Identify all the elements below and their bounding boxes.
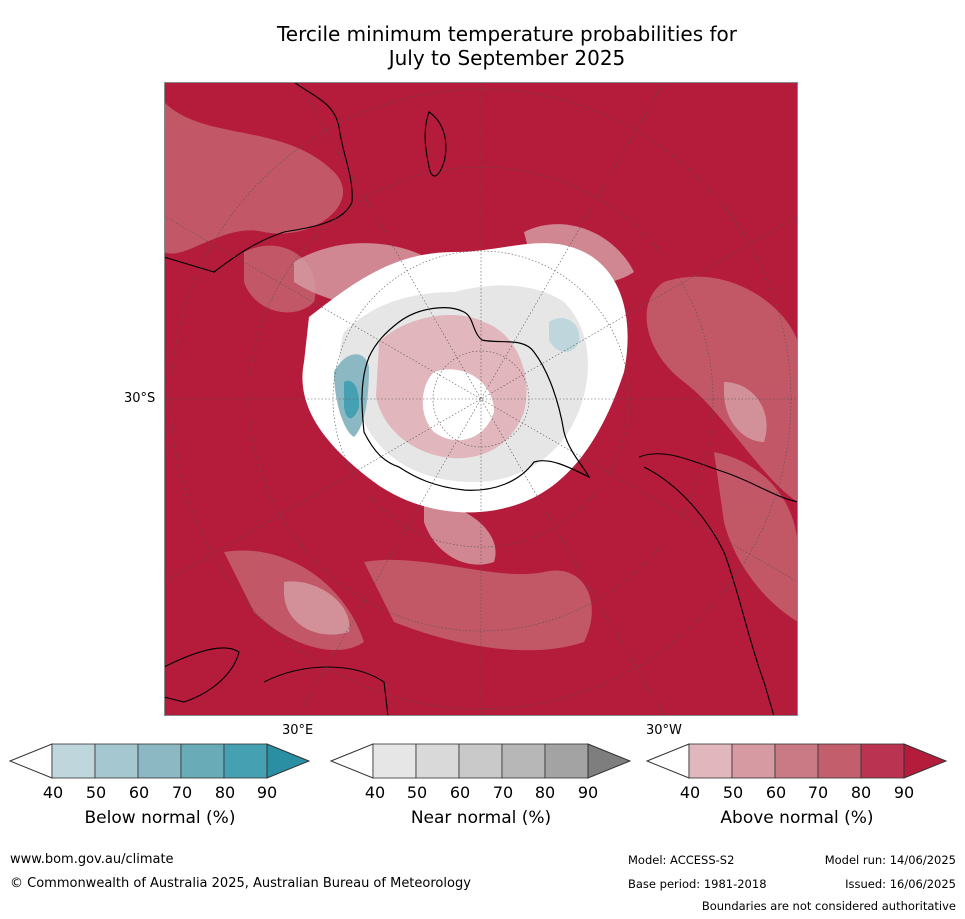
colorbar-swatch [223,743,268,779]
colorbar-max-extension [903,743,948,779]
title-line-2: July to September 2025 [388,46,626,70]
tick-below-50: 50 [85,783,107,802]
colorbar-label-near: Near normal (%) [410,808,552,828]
website-link[interactable]: www.bom.gov.au/climate [10,852,174,867]
tick-below-70: 70 [171,783,193,802]
colorbar-swatch [51,743,96,779]
colorbar-max-extension [587,743,632,779]
longitude-label-30e: 30°E [282,723,314,738]
tick-near-90: 90 [577,783,599,802]
colorbar-swatch [501,743,546,779]
map-title: Tercile minimum temperature probabilitie… [160,22,854,70]
colorbar-label-below: Below normal (%) [84,808,236,828]
model-run-date: Model run: 14/06/2025 [824,853,956,867]
colorbar-swatch [731,743,776,779]
tick-above-80: 80 [850,783,872,802]
base-period: Base period: 1981-2018 [628,877,767,891]
tick-below-80: 80 [214,783,236,802]
colorbar-swatch [180,743,225,779]
probability-map-svg [164,82,798,716]
colorbar-below-normal [8,743,311,779]
colorbar-swatch [817,743,862,779]
tick-near-50: 50 [406,783,428,802]
tick-above-90: 90 [893,783,915,802]
colorbar-swatch [137,743,182,779]
copyright-notice: © Commonwealth of Australia 2025, Austra… [10,876,471,891]
tick-above-70: 70 [807,783,829,802]
colorbar-near-swatches [329,743,632,779]
antarctica-coastline [361,307,591,491]
graticule [164,82,798,716]
colorbar-above-normal [645,743,948,779]
colorbar-min-extension [8,743,53,779]
colorbar-swatch [372,743,417,779]
boundary-disclaimer: Boundaries are not considered authoritat… [701,899,956,913]
longitude-label-30w: 30°W [646,723,682,738]
tick-near-80: 80 [534,783,556,802]
colorbar-swatch [688,743,733,779]
colorbar-swatch [860,743,905,779]
tick-above-60: 60 [765,783,787,802]
tick-above-50: 50 [722,783,744,802]
colorbar-above-swatches [645,743,948,779]
tick-near-60: 60 [449,783,471,802]
tick-below-40: 40 [42,783,64,802]
colorbar-max-extension [266,743,311,779]
title-line-1: Tercile minimum temperature probabilitie… [276,22,738,46]
issued-date: Issued: 16/06/2025 [845,877,956,891]
tick-above-40: 40 [679,783,701,802]
colorbar-below-swatches [8,743,311,779]
latitude-label-30s: 30°S [124,391,156,406]
colorbar-swatch [458,743,503,779]
colorbar-swatch [94,743,139,779]
colorbar-near-normal [329,743,632,779]
continent-outlines [164,82,798,716]
colorbar-min-extension [329,743,374,779]
colorbar-label-above: Above normal (%) [720,808,874,828]
tick-below-90: 90 [256,783,278,802]
map-border [164,82,798,716]
above-normal-70-areas [164,102,798,651]
colorbar-swatch [415,743,460,779]
model-name: Model: ACCESS-S2 [628,853,735,867]
tick-near-40: 40 [364,783,386,802]
colorbar-swatch [774,743,819,779]
below-normal-patches [334,318,580,437]
polar-map [164,82,798,716]
tick-near-70: 70 [492,783,514,802]
tick-below-60: 60 [128,783,150,802]
colorbar-min-extension [645,743,690,779]
colorbar-swatch [544,743,589,779]
